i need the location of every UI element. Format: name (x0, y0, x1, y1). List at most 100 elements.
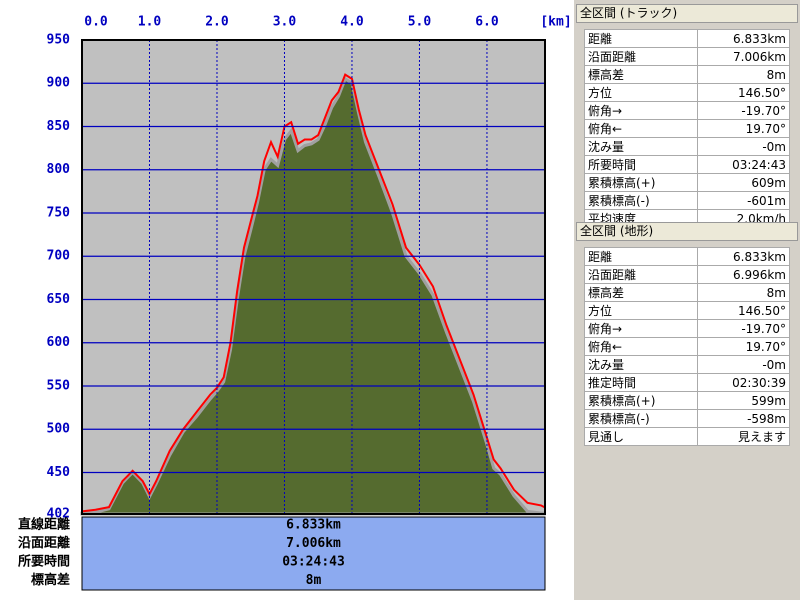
panel-title: 全区間 (トラック) (576, 4, 798, 23)
y-tick-label: 950 (47, 33, 71, 48)
row-value: 146.50° (696, 301, 791, 320)
row-value: 8m (696, 283, 791, 302)
row-value: 見えます (696, 427, 791, 446)
row-value: 7.006km (696, 47, 791, 66)
panel-row: 累積標高(+) 599m (584, 391, 791, 410)
panel-row: 見通し 見えます (584, 427, 791, 446)
x-tick-label: 4.0 (340, 15, 364, 30)
panel-row: 累積標高(-) -601m (584, 191, 791, 210)
row-label: 累積標高(+) (584, 173, 698, 192)
panel-row: 俯角← 19.70° (584, 119, 791, 138)
row-value: -19.70° (696, 101, 791, 120)
panel-row: 標高差 8m (584, 65, 791, 84)
y-tick-label: 700 (47, 249, 71, 264)
profile-chart: 402 450 500 550 600 650 700 750 800 850 900 950 0.0 1… (0, 0, 574, 600)
row-label: 所要時間 (584, 155, 698, 174)
x-tick-label: 5.0 (408, 15, 432, 30)
y-tick-label: 850 (47, 119, 71, 134)
x-tick-label: 6.0 (475, 15, 499, 30)
row-label: 沿面距離 (584, 47, 698, 66)
row-value: 19.70° (696, 119, 791, 138)
y-tick-label: 450 (47, 465, 71, 480)
summary-value: 7.006km (286, 536, 341, 551)
row-value: 6.996km (696, 265, 791, 284)
row-label: 累積標高(-) (584, 409, 698, 428)
summary-value: 6.833km (286, 518, 341, 533)
row-value: 609m (696, 173, 791, 192)
panel-row: 距離 6.833km (584, 247, 791, 266)
summary-label: 直線距離 (18, 517, 70, 533)
track-table: 距離 6.833km 沿面距離 7.006km 標高差 8m 方位 146.50° 俯角→ -19… (584, 29, 791, 228)
panel-row: 累積標高(-) -598m (584, 409, 791, 428)
row-value: -601m (696, 191, 791, 210)
row-value: 6.833km (696, 247, 791, 266)
summary-label: 所要時間 (18, 554, 70, 570)
row-label: 沈み量 (584, 137, 698, 156)
row-label: 俯角→ (584, 319, 698, 338)
row-label: 沿面距離 (584, 265, 698, 284)
plot-border (81, 39, 546, 515)
panel-row: 俯角→ -19.70° (584, 101, 791, 120)
row-label: 距離 (584, 29, 698, 48)
row-value: 146.50° (696, 83, 791, 102)
row-value: -0m (696, 355, 791, 374)
row-value: -598m (696, 409, 791, 428)
row-value: 19.70° (696, 337, 791, 356)
panel-row: 所要時間 03:24:43 (584, 155, 791, 174)
y-tick-label: 402 (47, 507, 70, 522)
terrain-area (80, 76, 546, 516)
summary-label: 沿面距離 (18, 535, 70, 551)
y-tick-label: 900 (47, 76, 71, 91)
y-tick-label: 550 (47, 378, 71, 393)
x-tick-label: 2.0 (205, 15, 229, 30)
x-tick-label: 3.0 (273, 15, 297, 30)
row-value: 6.833km (696, 29, 791, 48)
panel-title: 全区間 (地形) (576, 222, 798, 241)
panel-row: 俯角← 19.70° (584, 337, 791, 356)
row-value: 8m (696, 65, 791, 84)
y-tick-label: 800 (47, 162, 71, 177)
x-tick-label: 1.0 (138, 15, 162, 30)
row-value: -19.70° (696, 319, 791, 338)
x-axis-label: [km] (540, 15, 571, 30)
y-tick-label: 650 (47, 292, 71, 307)
panel-row: 方位 146.50° (584, 301, 791, 320)
panel-row: 標高差 8m (584, 283, 791, 302)
row-value: 02:30:39 (696, 373, 791, 392)
row-label: 俯角← (584, 119, 698, 138)
row-label: 方位 (584, 83, 698, 102)
summary-value: 8m (306, 573, 322, 588)
y-tick-label: 500 (47, 422, 71, 437)
terrain-table: 距離 6.833km 沿面距離 6.996km 標高差 8m 方位 146.50° 俯角→ -19… (584, 247, 791, 446)
row-label: 距離 (584, 247, 698, 266)
row-label: 方位 (584, 301, 698, 320)
row-value: 599m (696, 391, 791, 410)
track-line (81, 73, 545, 513)
row-label: 累積標高(+) (584, 391, 698, 410)
row-value: 03:24:43 (696, 155, 791, 174)
summary-box (81, 516, 546, 591)
row-label: 累積標高(-) (584, 191, 698, 210)
row-label: 推定時間 (584, 373, 698, 392)
row-label: 俯角→ (584, 101, 698, 120)
panel-row: 沈み量 -0m (584, 355, 791, 374)
row-label: 沈み量 (584, 355, 698, 374)
terrain-panel: 全区間 (地形) 距離 6.833km 沿面距離 6.996km 標高差 8m 方位 146.… (576, 222, 798, 446)
panel-row: 累積標高(+) 609m (584, 173, 791, 192)
row-label: 標高差 (584, 65, 698, 84)
panel-row: 俯角→ -19.70° (584, 319, 791, 338)
panel-row: 沈み量 -0m (584, 137, 791, 156)
row-value: -0m (696, 137, 791, 156)
panel-row: 沿面距離 7.006km (584, 47, 791, 66)
row-label: 俯角← (584, 337, 698, 356)
panel-row: 距離 6.833km (584, 29, 791, 48)
panel-row: 方位 146.50° (584, 83, 791, 102)
row-label: 見通し (584, 427, 698, 446)
summary-value: 03:24:43 (282, 555, 345, 570)
summary-label: 標高差 (31, 572, 70, 588)
panel-row: 推定時間 02:30:39 (584, 373, 791, 392)
x-tick-label: 0.0 (84, 15, 108, 30)
track-panel: 全区間 (トラック) 距離 6.833km 沿面距離 7.006km 標高差 8m 方位 14… (576, 4, 798, 228)
y-tick-label: 600 (47, 335, 71, 350)
